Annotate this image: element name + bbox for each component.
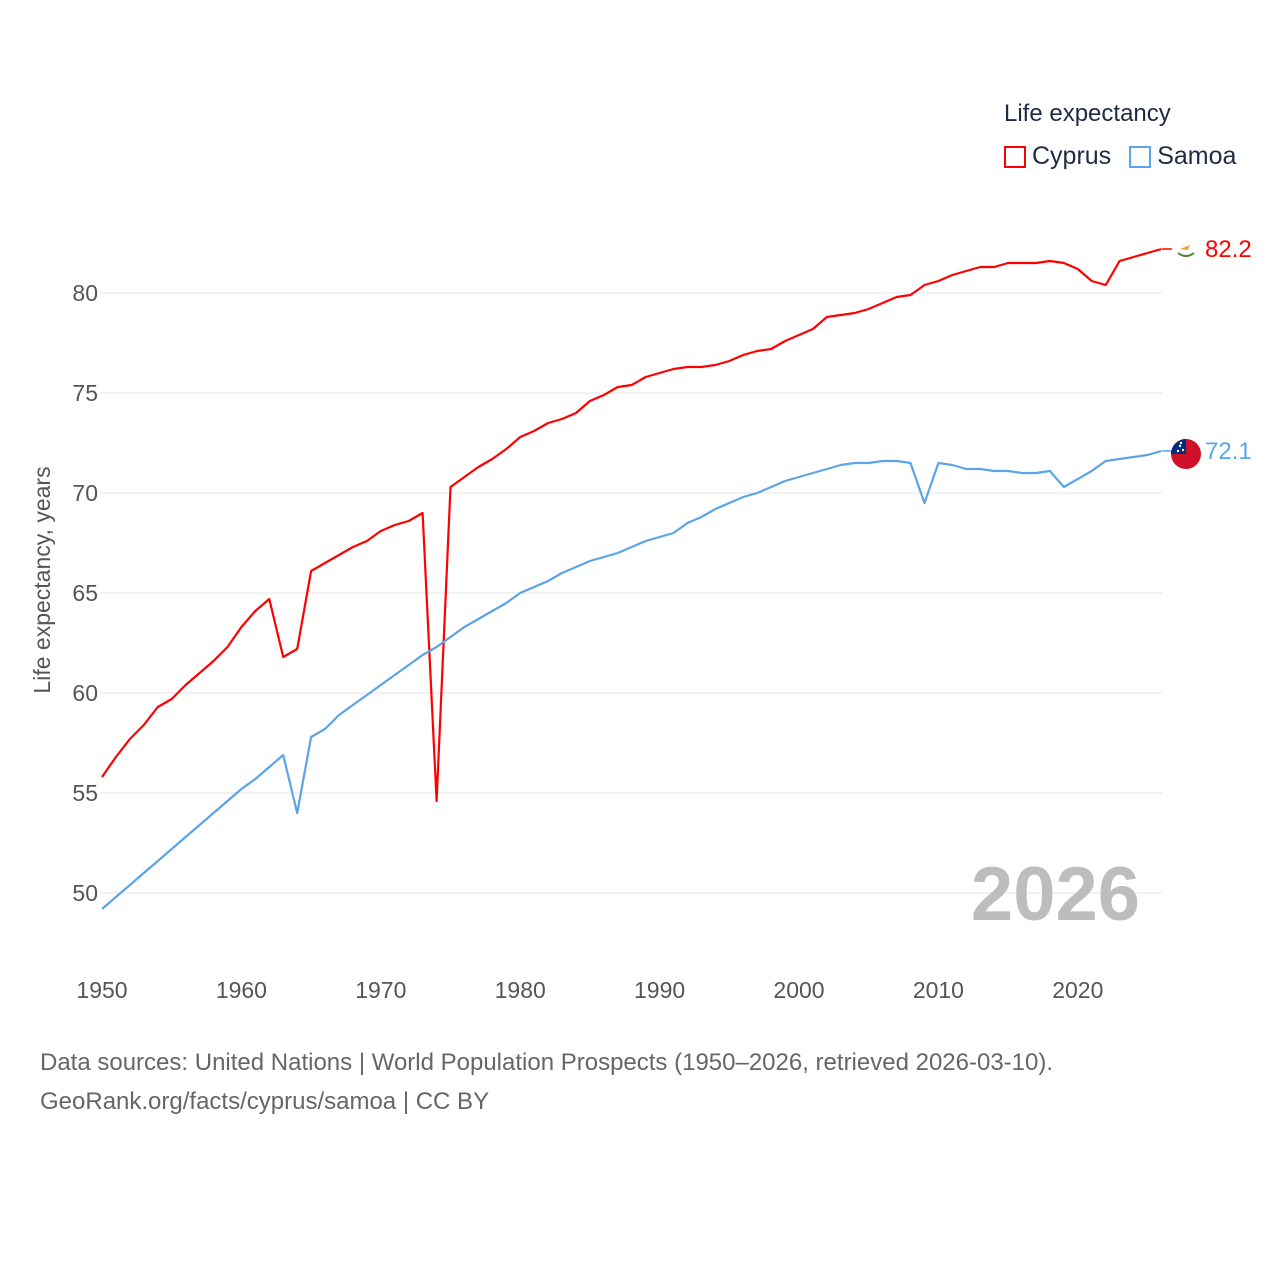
x-tick-label: 2000 (773, 977, 824, 1003)
y-tick-label: 70 (72, 480, 98, 506)
x-tick-label: 1990 (634, 977, 685, 1003)
y-tick-label: 55 (72, 780, 98, 806)
y-axis: 50 55 60 65 70 75 80 (72, 280, 98, 906)
legend-swatch-samoa (1129, 145, 1152, 168)
x-tick-label: 1950 (76, 977, 127, 1003)
y-tick-label: 80 (72, 280, 98, 306)
x-tick-label: 2020 (1052, 977, 1103, 1003)
x-tick-label: 1970 (355, 977, 406, 1003)
footer: Data sources: United Nations | World Pop… (40, 1043, 1053, 1121)
legend-label-cyprus: Cyprus (1032, 142, 1112, 170)
cyprus-flag-icon (1172, 238, 1200, 266)
y-tick-label: 60 (72, 680, 98, 706)
end-labels: 82.2 72.1 (1162, 236, 1252, 469)
x-tick-label: 1980 (495, 977, 546, 1003)
series-line-samoa (101, 449, 1162, 910)
current-year-label: 2026 (971, 852, 1140, 937)
x-tick-label: 1960 (216, 977, 267, 1003)
data-source: Data sources: United Nations | World Pop… (40, 1049, 1054, 1076)
legend-item-cyprus[interactable]: Cyprus (1004, 142, 1111, 171)
y-tick-label: 65 (72, 580, 98, 606)
series-lines (101, 247, 1162, 910)
y-tick-label: 75 (72, 380, 98, 406)
series-line-cyprus (101, 247, 1162, 803)
x-tick-label: 2010 (913, 977, 964, 1003)
legend-title: Life expectancy (1004, 100, 1171, 127)
y-tick-label: 50 (72, 880, 98, 906)
legend-item-samoa[interactable]: Samoa (1129, 142, 1236, 171)
legend-swatch-cyprus (1004, 145, 1026, 168)
legend: Cyprus Samoa (1004, 142, 1236, 171)
source-link[interactable]: GeoRank.org/facts/cyprus/samoa | CC BY (40, 1088, 490, 1115)
legend-label-samoa: Samoa (1157, 142, 1237, 170)
y-axis-label: Life expectancy, years (29, 466, 55, 693)
samoa-flag-icon (1171, 439, 1201, 469)
end-value-label: 82.2 (1205, 236, 1252, 263)
grid (100, 292, 1162, 894)
end-value-label: 72.1 (1205, 438, 1252, 465)
x-axis: 1950 1960 1970 1980 1990 2000 2010 2020 (76, 977, 1103, 1003)
